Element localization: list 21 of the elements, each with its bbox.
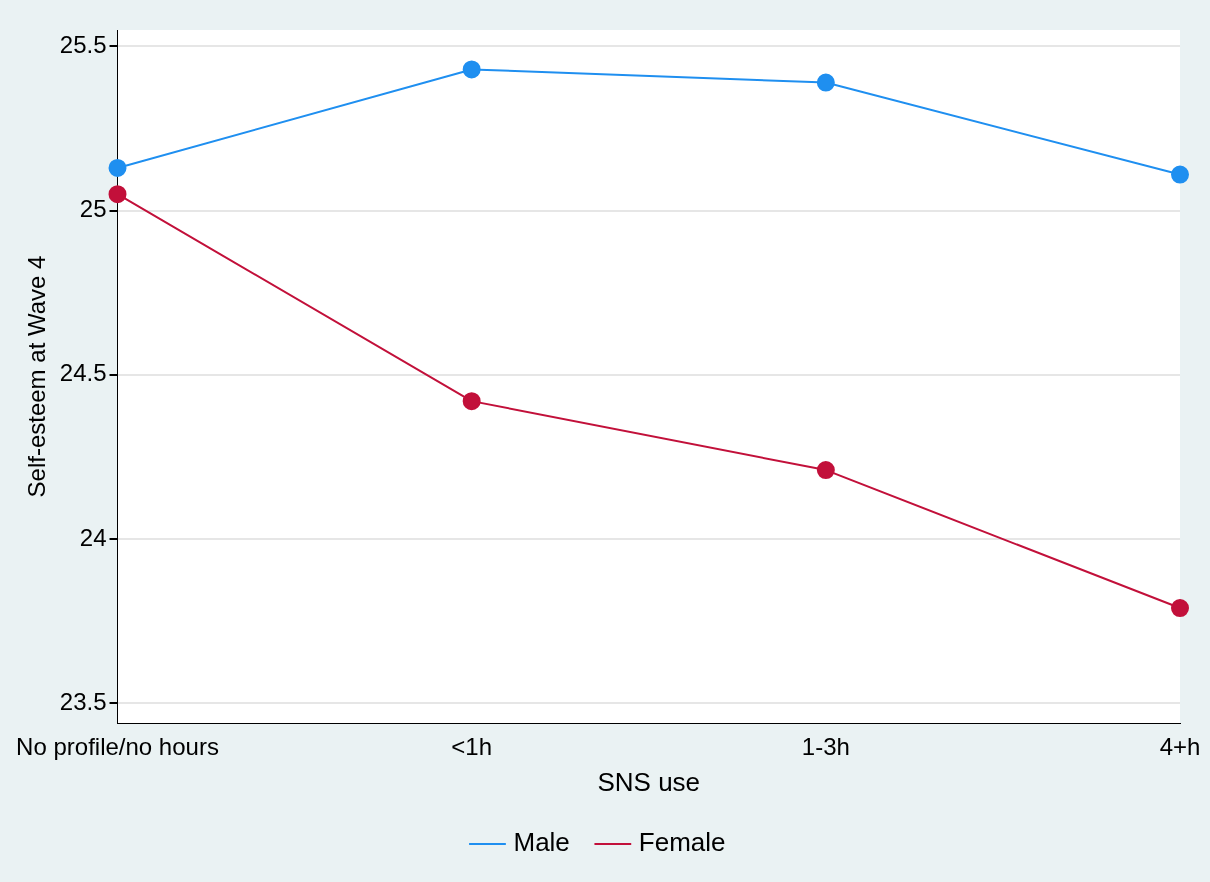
point	[462, 60, 481, 79]
y-tick-label: 25	[79, 195, 107, 223]
x-tick-label: <1h	[451, 733, 493, 761]
point	[816, 73, 835, 92]
point	[462, 392, 481, 411]
y-tick-label: 25.5	[59, 31, 107, 59]
y-tick-label: 24	[79, 523, 107, 551]
legend-label: Male	[513, 827, 570, 858]
point	[1171, 599, 1189, 618]
point	[1171, 165, 1189, 184]
x-tick-label: 4+h	[1159, 733, 1201, 761]
x-tick-label: No profile/no hours	[16, 733, 219, 761]
point	[816, 461, 835, 480]
point	[108, 185, 127, 204]
y-tick-label: 24.5	[59, 359, 107, 387]
y-axis-title: Self-esteem at Wave 4	[23, 255, 51, 498]
x-tick-label: 1-3h	[801, 733, 850, 761]
point	[108, 158, 127, 177]
x-axis-title: SNS use	[597, 766, 701, 797]
y-tick-label: 23.5	[59, 687, 107, 715]
legend-label: Female	[638, 827, 726, 858]
